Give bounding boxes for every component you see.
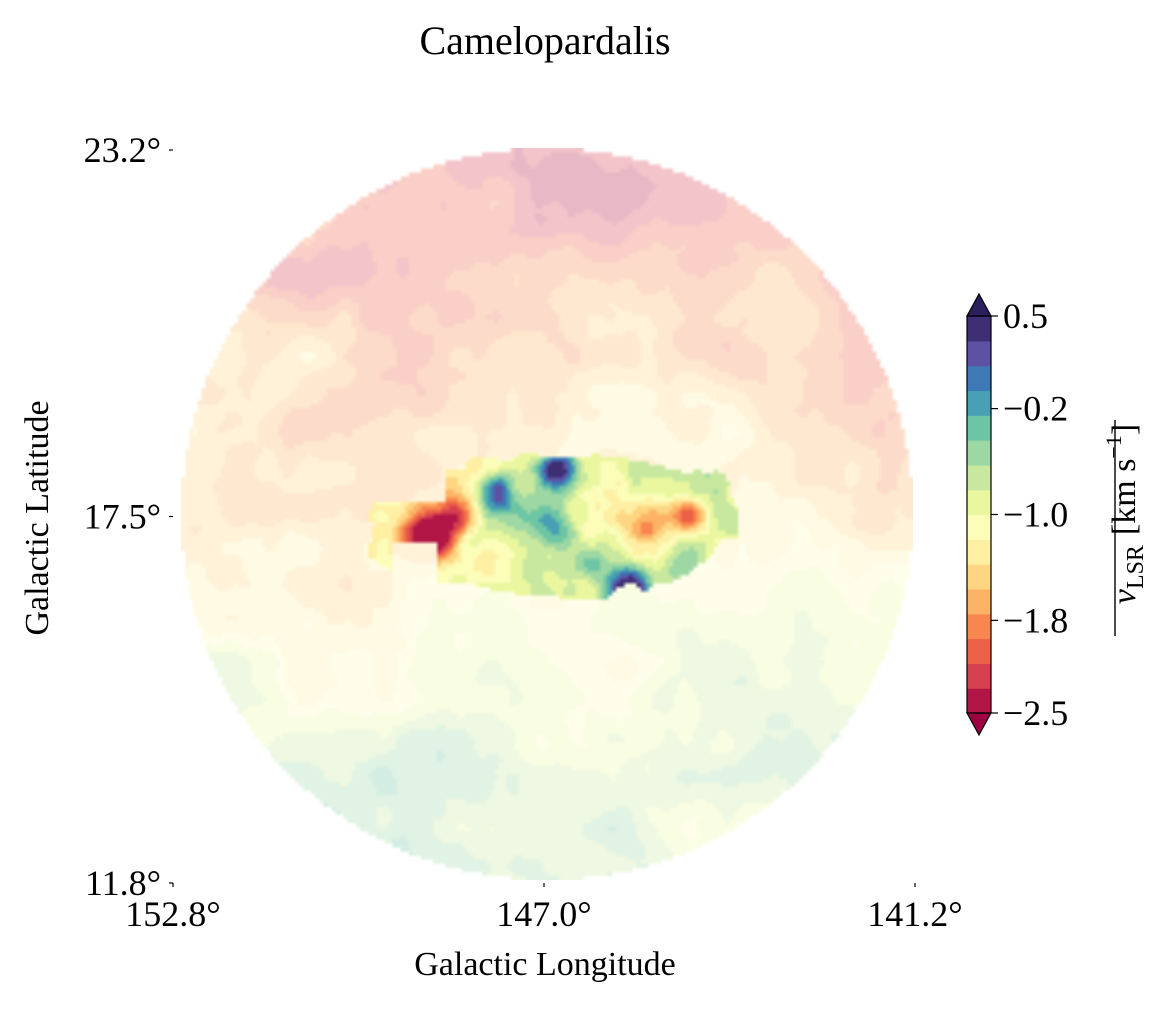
- colorbar-label-symbol: v: [1106, 588, 1143, 604]
- colorbar-segment: [967, 638, 991, 664]
- colorbar-extend-min: [965, 712, 993, 737]
- colorbar-tick-label: −1.0: [1003, 495, 1068, 535]
- colorbar-label-exponent: −1: [1101, 435, 1126, 458]
- chart-title: Camelopardalis: [419, 18, 670, 63]
- colorbar-segment: [967, 390, 991, 416]
- velocity-map-image: [181, 148, 913, 880]
- colorbar-label-close: ]: [1106, 424, 1143, 435]
- velocity-map: [181, 148, 913, 880]
- y-axis-ticks: 23.2° 17.5° 11.8°: [84, 130, 173, 903]
- colorbar-label-units: [km s: [1106, 459, 1143, 536]
- y-tick-label: 23.2°: [84, 130, 161, 170]
- colorbar-label: vLSR [km s−1]: [1101, 424, 1149, 604]
- x-axis-ticks: 152.8° 147.0° 141.2°: [125, 883, 963, 934]
- x-tick-label: 141.2°: [867, 894, 962, 934]
- colorbar-segment: [967, 489, 991, 516]
- colorbar-segment: [967, 340, 991, 367]
- colorbar-segment: [967, 688, 991, 714]
- x-axis-label: Galactic Longitude: [414, 946, 676, 983]
- colorbar-segment: [967, 663, 991, 689]
- x-tick-label: 152.8°: [125, 894, 220, 934]
- colorbar-tick-label: −2.5: [1003, 693, 1068, 733]
- colorbar-tick-label: 0.5: [1003, 296, 1048, 336]
- colorbar: [965, 292, 993, 737]
- colorbar-segment: [967, 514, 991, 540]
- colorbar-tick-label: −1.8: [1003, 600, 1068, 640]
- colorbar-segment: [967, 440, 991, 466]
- colorbar-segment: [967, 316, 991, 342]
- colorbar-ticks: 0.5 −0.2 −1.0 −1.8 −2.5: [991, 296, 1116, 733]
- colorbar-tick-label: −0.2: [1003, 389, 1068, 429]
- y-tick-label: 17.5°: [84, 497, 161, 537]
- colorbar-segment: [967, 464, 991, 491]
- colorbar-extend-max: [965, 292, 993, 317]
- y-tick-label: 11.8°: [85, 863, 161, 903]
- colorbar-segment: [967, 588, 991, 615]
- colorbar-segment: [967, 415, 991, 441]
- colorbar-segment: [967, 564, 991, 590]
- colorbar-segment: [967, 539, 991, 565]
- y-axis-label: Galactic Latitude: [19, 400, 56, 635]
- colorbar-segment: [967, 365, 991, 392]
- x-tick-label: 147.0°: [496, 894, 591, 934]
- colorbar-label-subscript: LSR: [1123, 545, 1149, 589]
- colorbar-segment: [967, 613, 991, 640]
